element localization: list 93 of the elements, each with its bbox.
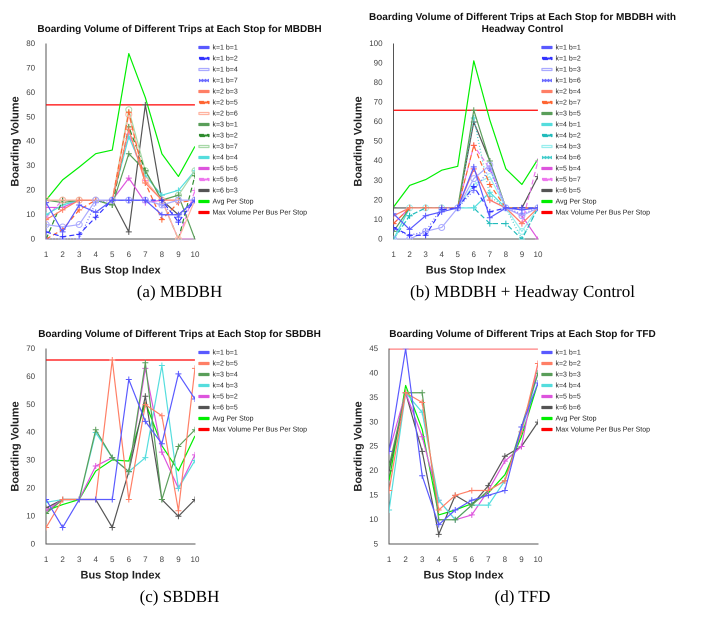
y-tick-label: 80 [374,78,384,88]
x-tick-label: 8 [502,555,508,564]
y-tick-label: 90 [374,58,384,68]
y-tick-label: 10 [26,210,36,219]
y-tick-label: 0 [30,234,36,244]
x-tick-label: 2 [403,555,408,564]
x-tick-label: 8 [160,250,165,260]
y-tick-label: 30 [26,456,36,465]
chart-title: Boarding Volume of Different Trips at Each Stop for MBDBH with Headway Control [368,11,678,36]
chart-title: Boarding Volume of Different Trips at Each Stop for TFD [389,328,656,341]
y-tick-label: 50 [26,112,36,122]
x-tick-label: 8 [504,250,509,260]
x-tick-label: 10 [190,250,200,260]
y-tick-label: 10 [26,511,36,520]
y-tick-label: 45 [369,344,379,354]
x-tick-label: 6 [126,250,132,260]
y-tick-label: 0 [30,539,36,548]
x-tick-label: 3 [76,250,82,260]
y-tick-label: 25 [369,442,379,451]
x-tick-label: 9 [176,555,182,564]
chart-title: Boarding Volume of Different Trips at Each Stop for SBDBH [38,328,321,341]
y-tick-label: 50 [374,136,384,146]
x-tick-label: 3 [423,250,428,260]
y-tick-label: 100 [369,39,384,48]
x-tick-label: 6 [126,555,132,564]
x-tick-label: 9 [519,555,524,564]
x-tick-label: 3 [76,555,82,564]
y-tick-label: 15 [369,490,379,500]
y-tick-label: 5 [374,539,379,548]
y-axis-title: Boarding Volume [352,96,365,187]
y-axis-title: Boarding Volume [352,401,365,492]
y-tick-label: 20 [374,195,384,204]
x-tick-label: 4 [439,250,444,260]
x-tick-label: 5 [110,250,116,260]
y-tick-label: 60 [26,88,36,97]
x-tick-label: 4 [93,555,98,564]
x-tick-label: 5 [453,555,458,564]
y-tick-label: 40 [369,368,379,378]
y-tick-label: 60 [374,117,384,126]
y-tick-label: 40 [374,156,384,166]
y-tick-label: 70 [374,98,384,107]
chart-title: Boarding Volume of Different Trips at Each Stop for MBDBH [37,23,322,36]
x-tick-label: 6 [470,555,475,564]
x-tick-label: 3 [420,555,425,564]
x-tick-label: 5 [456,250,460,260]
y-tick-label: 30 [374,176,384,185]
x-tick-label: 2 [60,250,66,260]
y-axis-title: Boarding Volume [10,96,22,187]
y-tick-label: 20 [26,186,36,195]
y-tick-label: 70 [26,344,36,354]
x-tick-label: 4 [93,250,98,260]
x-tick-label: 10 [534,555,543,564]
y-tick-label: 70 [26,63,36,72]
x-tick-label: 10 [534,250,543,260]
y-tick-label: 10 [369,514,379,524]
y-tick-label: 20 [369,466,379,476]
x-tick-label: 1 [386,555,392,564]
y-tick-label: 40 [26,428,36,437]
x-tick-label: 10 [190,555,200,564]
x-tick-label: 1 [391,250,396,260]
x-tick-label: 7 [486,555,492,564]
y-tick-label: 60 [26,372,36,381]
y-tick-label: 30 [26,161,36,170]
x-tick-label: 1 [44,250,49,260]
y-tick-label: 50 [26,400,36,409]
x-tick-label: 4 [436,555,442,564]
x-tick-label: 7 [488,250,493,260]
x-tick-label: 7 [143,555,148,564]
text: (c) SBDBH [140,587,220,607]
x-axis-title: Bus Stop Index [426,264,507,276]
y-tick-label: 80 [26,39,36,48]
y-tick-label: 35 [369,392,379,402]
x-axis-title: Bus Stop Index [423,569,504,582]
y-tick-label: 0 [378,234,384,244]
x-tick-label: 5 [110,555,116,564]
x-tick-label: 9 [176,250,182,260]
x-tick-label: 2 [60,555,66,564]
x-tick-label: 9 [520,250,525,260]
x-tick-label: 7 [143,250,148,260]
x-tick-label: 1 [44,555,49,564]
x-axis-title: Bus Stop Index [80,569,162,582]
text: (a) MBDBH [136,282,222,302]
y-tick-label: 40 [26,136,36,146]
y-tick-label: 20 [26,484,36,493]
y-axis-title: Boarding Volume [10,401,22,492]
y-tick-label: 10 [374,214,384,224]
x-tick-label: 6 [472,250,477,260]
x-tick-label: 8 [160,555,165,564]
text: (d) TFD [494,587,550,607]
x-tick-label: 2 [407,250,412,260]
x-axis-title: Bus Stop Index [80,264,162,276]
text: (b) MBDBH + Headway Control [410,282,635,302]
y-tick-label: 30 [369,417,379,426]
